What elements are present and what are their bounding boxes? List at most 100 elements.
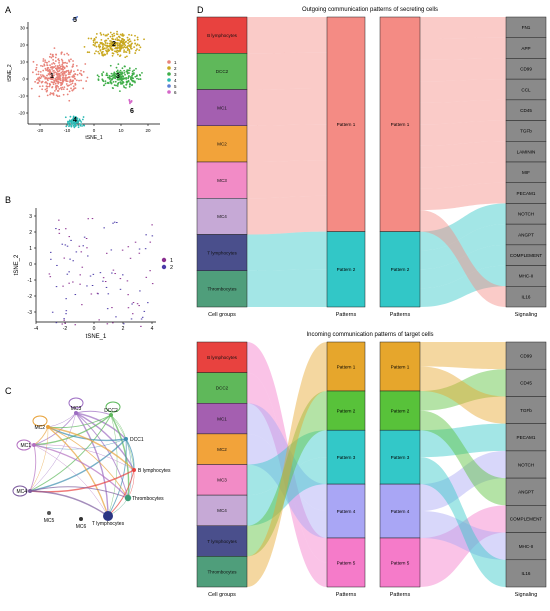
scatter-point [126,49,129,52]
signaling-label: CD99 [520,67,532,72]
scatter-point [81,118,84,121]
scatter-point [80,79,83,82]
y-axis-label: tSNE_2 [14,254,20,275]
network-edge [75,412,127,440]
scatter-point [81,125,83,127]
scatter-point [49,92,52,94]
legend-swatch [167,72,171,76]
scatter-point [104,39,107,42]
scatter-point [96,74,99,77]
scatter-point [133,39,136,42]
scatter-point [102,50,104,53]
scatter-point [64,116,67,119]
scatter-point [45,61,48,64]
scatter-point [114,77,117,80]
scatter-point [62,62,65,64]
scatter-point [92,273,95,275]
scatter-point [58,59,61,62]
flow-pattern-signaling [420,366,506,424]
cell-group-label: MC4 [217,508,227,513]
scatter-point [133,46,136,49]
scatter-point [127,294,129,296]
pattern-box [379,429,421,485]
scatter-point [46,74,48,77]
flow-pattern-signaling [420,120,506,146]
scatter-point [66,93,69,96]
scatter-point [120,45,123,48]
scatter-point [111,307,113,309]
y-axis-label: tSNE_2 [7,64,13,81]
scatter-point [115,316,117,318]
scatter-point [90,37,93,40]
scatter-point [126,72,129,75]
scatter-point [60,58,63,61]
cluster-label: 6 [130,108,134,115]
scatter-point [42,60,45,62]
scatter-point [106,44,109,47]
scatter-point [121,33,124,35]
scatter-point [119,54,122,57]
cell-group-label: MC1 [217,105,227,110]
cell-group-box [196,53,248,90]
scatter-point [105,286,108,288]
cell-group-label: DCC2 [216,386,229,391]
scatter-point [58,64,61,67]
scatter-point [102,80,105,83]
signaling-label: CCL [521,87,531,92]
flow-pattern-signaling [420,244,506,289]
signaling-label: ANGPT [518,490,534,495]
scatter-point [123,49,126,52]
pattern-label: Pattern 1 [337,122,356,127]
scatter-point [85,238,88,240]
scatter-point [77,124,80,127]
pattern-box [379,483,421,539]
scatter-point [102,84,105,87]
scatter-point [121,42,124,45]
scatter-point [79,124,82,127]
scatter-point [54,65,57,67]
flow-cell-pattern [247,231,327,271]
scatter-point [132,73,135,75]
x-axis-label: tSNE_1 [86,334,107,340]
scatter-point [100,41,103,44]
scatter-point [65,228,67,230]
scatter-point [115,84,118,87]
scatter-point [95,45,98,48]
y-tick-label: -10 [18,94,25,99]
scatter-point [130,47,133,50]
cell-group-label: Thrombocytes [207,569,237,574]
scatter-point [46,68,49,71]
signaling-label: APP [521,46,530,51]
scatter-point [128,52,131,54]
cluster-label: 4 [73,117,77,124]
scatter-point [59,65,62,68]
scatter-point [80,251,83,253]
scatter-point [35,64,38,66]
legend-swatch [167,78,171,82]
scatter-point [50,258,52,260]
scatter-point [65,79,68,82]
scatter-point [145,234,147,236]
scatter-point [49,76,52,79]
scatter-point [131,303,133,305]
scatter-point [62,74,65,77]
scatter-point [113,45,116,47]
scatter-point [114,50,117,53]
pattern-label: Pattern 4 [391,509,410,514]
flow-pattern-signaling [420,511,506,560]
scatter-point [35,73,38,76]
scatter-point [67,84,69,87]
scatter-points [30,15,145,129]
scatter-point [116,46,119,49]
scatter-point [128,72,130,74]
scatter-point [115,66,118,69]
scatter-point [134,42,137,45]
scatter-point [75,64,78,67]
signaling-label: CD45 [520,108,532,113]
scatter-point [99,49,102,52]
scatter-point [93,52,96,55]
x-tick-label: 2 [122,326,125,332]
cell-group-box [196,89,248,126]
signaling-label: FN1 [522,25,531,30]
scatter-point [109,40,111,42]
